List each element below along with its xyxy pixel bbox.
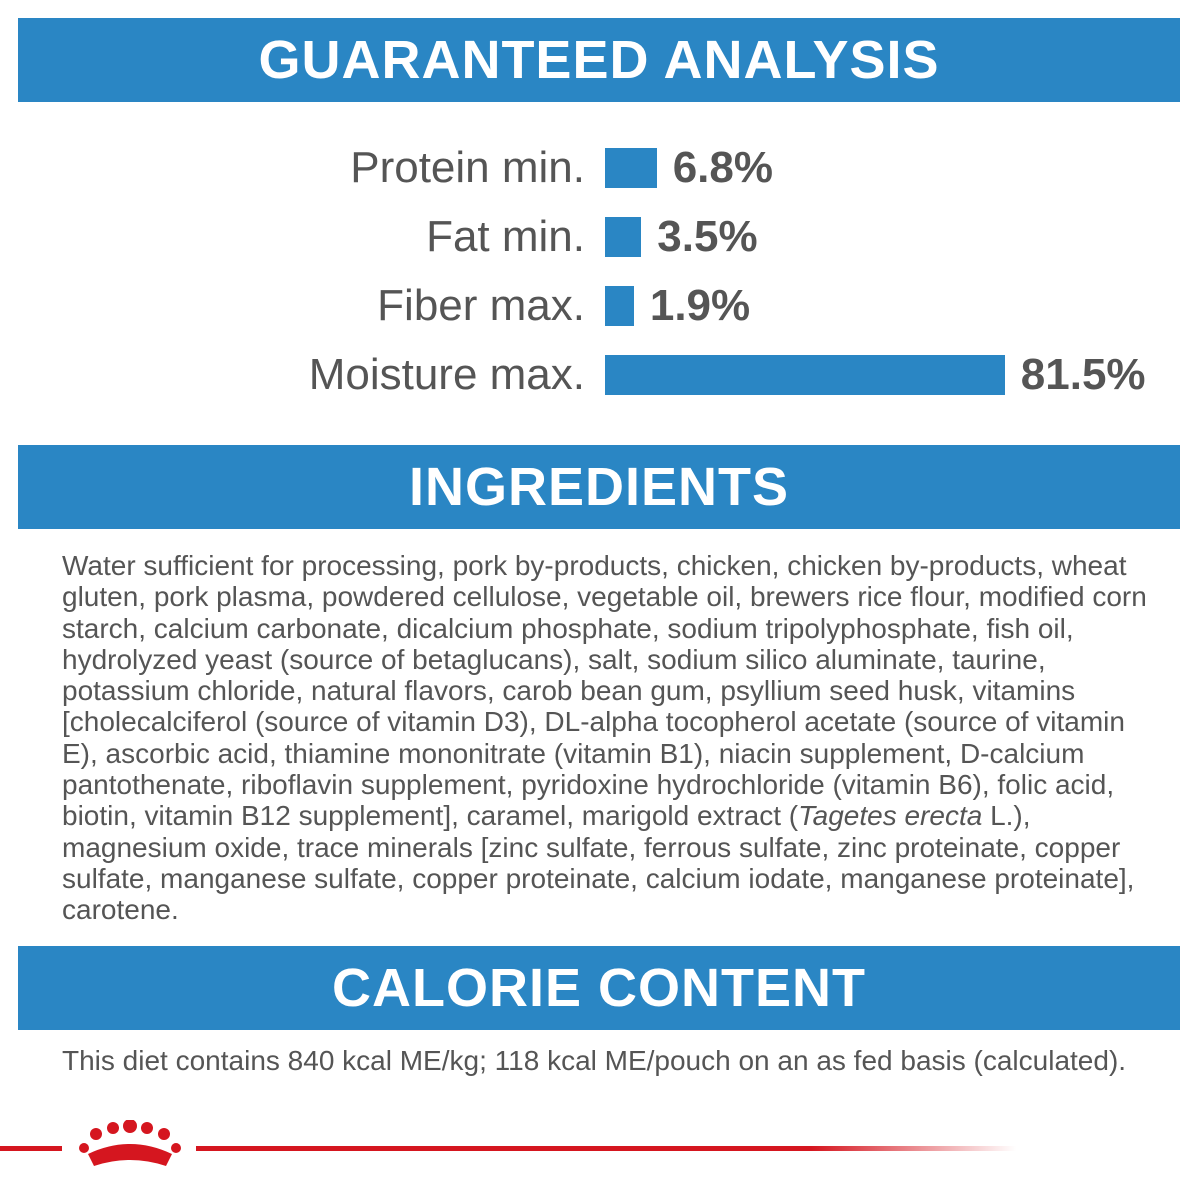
bar [605, 286, 634, 326]
bar [605, 355, 1005, 395]
nutrient-label: Fat min. [426, 212, 585, 261]
ingredients-text: Water sufficient for processing, pork by… [62, 550, 1162, 926]
analysis-row: Fat min. 3.5% [0, 215, 1200, 259]
footer-logo [0, 1120, 1016, 1166]
bar [605, 148, 657, 188]
nutrient-label: Protein min. [350, 143, 585, 192]
nutrient-label: Fiber max. [377, 281, 585, 330]
analysis-row: Fiber max. 1.9% [0, 284, 1200, 328]
value-label: 81.5% [1020, 350, 1146, 399]
text: L.), magnesium oxide, trace minerals [zi… [62, 800, 1135, 926]
text: Tagetes erecta [798, 800, 983, 832]
value-label: 1.9% [649, 281, 751, 330]
bar [605, 217, 642, 257]
analysis-row: Moisture max. 81.5% [0, 353, 1200, 397]
section-header: CALORIE CONTENT [18, 946, 1180, 1030]
nutrient-label: Moisture max. [308, 350, 585, 399]
section-header: GUARANTEED ANALYSIS [18, 18, 1180, 102]
section-header: INGREDIENTS [18, 445, 1180, 529]
analysis-row: Protein min. 6.8% [0, 146, 1200, 190]
value-label: 6.8% [672, 143, 773, 192]
value-label: 3.5% [657, 212, 758, 261]
text: Water sufficient for processing, pork by… [62, 550, 1147, 832]
calorie-text: This diet contains 840 kcal ME/kg; 118 k… [62, 1045, 1127, 1076]
